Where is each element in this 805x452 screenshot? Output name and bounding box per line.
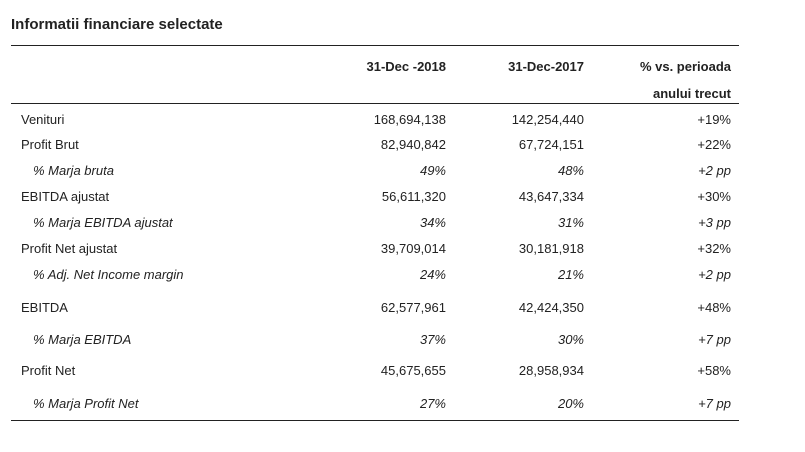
top-rule [11, 45, 739, 46]
value-2018: 56,611,320 [381, 189, 446, 204]
value-2018: 168,694,138 [373, 112, 446, 127]
change-value: +58% [697, 363, 731, 378]
value-2017: 28,958,934 [518, 363, 584, 378]
row-label: EBITDA [21, 300, 68, 315]
row-label: Profit Brut [21, 137, 79, 152]
value-2017: 42,424,350 [518, 300, 584, 315]
value-2017: 20% [557, 396, 584, 411]
header-rule [11, 103, 739, 104]
column-header-2018: 31-Dec -2018 [366, 59, 447, 74]
value-2018: 82,940,842 [380, 137, 446, 152]
change-value: +48% [697, 300, 731, 315]
value-2017: 21% [557, 267, 584, 282]
value-2018: 37% [419, 332, 446, 347]
row-label: Profit Net [21, 363, 76, 378]
change-value: +30% [697, 189, 731, 204]
column-header-2017: 31-Dec-2017 [508, 59, 584, 74]
change-value: +7 pp [698, 332, 731, 347]
change-value: +2 pp [698, 267, 731, 282]
column-header-change-line2: anului trecut [652, 86, 731, 101]
row-label: Venituri [21, 112, 65, 127]
change-value: +32% [697, 241, 731, 256]
value-2017: 142,254,440 [511, 112, 584, 127]
value-2018: 34% [419, 215, 446, 230]
change-value: +2 pp [698, 163, 731, 178]
bottom-rule [11, 420, 739, 421]
page-title: Informatii financiare selectate [11, 16, 223, 33]
value-2017: 30,181,918 [518, 241, 584, 256]
row-label: % Marja EBITDA ajustat [33, 215, 173, 230]
value-2018: 39,709,014 [380, 241, 446, 256]
value-2017: 48% [557, 163, 584, 178]
row-label: Profit Net ajustat [21, 241, 118, 256]
value-2017: 31% [557, 215, 584, 230]
row-label: % Adj. Net Income margin [33, 267, 184, 282]
change-value: +22% [697, 137, 731, 152]
value-2018: 27% [419, 396, 446, 411]
value-2017: 30% [557, 332, 584, 347]
value-2017: 43,647,334 [518, 189, 584, 204]
change-value: +3 pp [698, 215, 731, 230]
change-value: +19% [697, 112, 731, 127]
value-2018: 49% [419, 163, 446, 178]
row-label: % Marja bruta [33, 163, 114, 178]
column-header-change: % vs. perioada [639, 59, 731, 74]
value-2017: 67,724,151 [518, 137, 584, 152]
row-label: % Marja EBITDA [33, 332, 132, 347]
value-2018: 62,577,961 [380, 300, 446, 315]
change-value: +7 pp [698, 396, 731, 411]
value-2018: 24% [419, 267, 446, 282]
value-2018: 45,675,655 [380, 363, 446, 378]
row-label: % Marja Profit Net [33, 396, 139, 411]
row-label: EBITDA ajustat [21, 189, 110, 204]
